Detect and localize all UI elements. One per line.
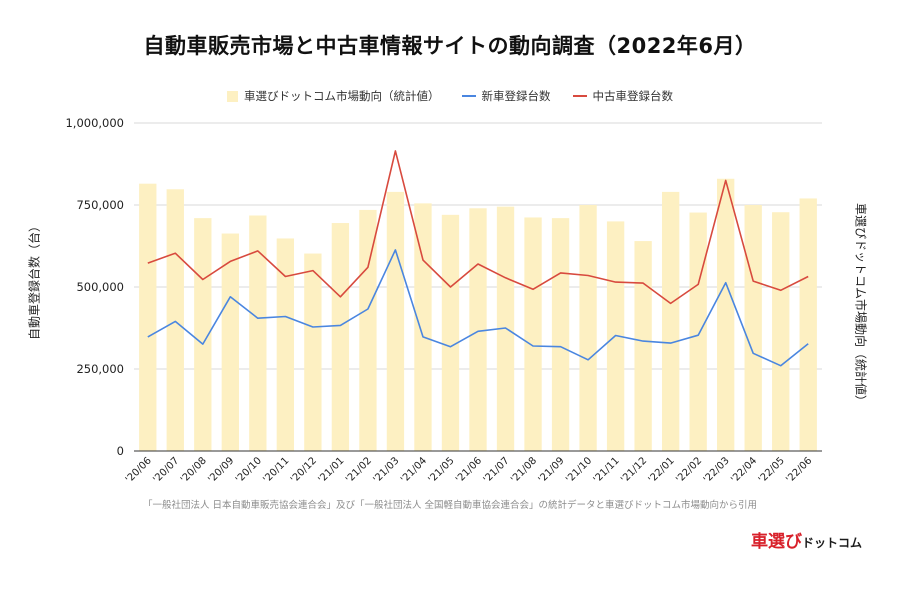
x-tick-label: '21/08 xyxy=(509,455,539,485)
bar xyxy=(717,178,735,451)
x-tick-label: '20/10 xyxy=(234,455,264,485)
series-line xyxy=(147,150,809,305)
x-tick-label: '21/11 xyxy=(592,455,622,485)
bar xyxy=(331,223,350,451)
x-tick-label: '22/04 xyxy=(729,455,759,485)
y-tick-label: 250,000 xyxy=(76,362,124,376)
bar xyxy=(551,218,570,451)
legend-item-used-cars[interactable]: 中古車登録台数 xyxy=(572,88,674,104)
bar xyxy=(799,198,817,451)
series-line xyxy=(147,249,809,367)
bar xyxy=(772,212,790,451)
x-tick-label: '22/03 xyxy=(702,455,732,485)
bar xyxy=(524,217,542,451)
x-tick-label: '20/07 xyxy=(151,455,181,485)
bar xyxy=(634,241,652,451)
x-tick-label: '20/11 xyxy=(261,455,291,485)
y-tick-label: 500,000 xyxy=(76,280,124,294)
legend-label-used-cars: 中古車登録台数 xyxy=(592,89,674,103)
x-tick-label: '21/07 xyxy=(482,455,512,485)
x-tick-label: '21/04 xyxy=(399,455,429,485)
bar xyxy=(469,208,487,451)
bar xyxy=(386,191,405,451)
x-tick-label: '21/06 xyxy=(454,455,484,485)
bar xyxy=(579,205,597,451)
x-tick-label: '21/02 xyxy=(344,455,374,485)
y-tick-label: 0 xyxy=(117,444,124,458)
legend-swatch-market xyxy=(227,90,238,102)
legend-swatch-new-cars xyxy=(461,95,476,97)
brand-logo: 車選びドットコム xyxy=(751,527,862,552)
logo-main-text: 車選び xyxy=(750,532,802,552)
bar xyxy=(661,191,680,451)
y-tick-label: 1,000,000 xyxy=(65,116,124,130)
x-tick-label: '20/12 xyxy=(289,455,319,485)
bar xyxy=(689,212,707,451)
legend-item-new-cars[interactable]: 新車登録台数 xyxy=(461,88,551,104)
logo-sub-text: ドットコム xyxy=(801,536,862,550)
x-tick-label: '22/01 xyxy=(647,455,677,485)
x-tick-label: '20/08 xyxy=(179,455,209,485)
x-tick-label: '20/09 xyxy=(206,455,236,485)
x-tick-label: '21/05 xyxy=(426,455,456,485)
x-tick-label: '21/12 xyxy=(619,455,649,485)
source-note: 「一般社団法人 日本自動車販売協会連合会」及び「一般社団法人 全国軽自動車協会連… xyxy=(142,500,758,511)
chart-title: 自動車販売市場と中古車情報サイトの動向調査（2022年6月） xyxy=(143,34,757,58)
bar xyxy=(166,189,184,452)
x-tick-label: '21/01 xyxy=(316,455,346,485)
x-tick-label: '20/06 xyxy=(124,455,154,485)
bar xyxy=(359,209,377,451)
bar xyxy=(441,214,460,451)
bar xyxy=(414,203,432,451)
legend-label-market: 車選びドットコム市場動向（統計値） xyxy=(244,89,440,103)
x-tick-label: '21/09 xyxy=(537,455,567,485)
bar xyxy=(249,215,267,451)
x-tick-label: '21/10 xyxy=(564,455,594,485)
legend-item-market[interactable]: 車選びドットコム市場動向（統計値） xyxy=(227,88,440,104)
bar xyxy=(744,205,762,451)
bar xyxy=(139,183,157,451)
x-tick-label: '21/03 xyxy=(371,455,401,485)
x-tick-label: '22/02 xyxy=(674,455,704,485)
legend-swatch-used-cars xyxy=(572,95,587,97)
x-tick-label: '22/06 xyxy=(784,455,814,485)
legend-label-new-cars: 新車登録台数 xyxy=(481,89,551,103)
bar xyxy=(304,253,322,451)
x-tick-label: '22/05 xyxy=(757,455,787,485)
bar xyxy=(221,233,239,451)
y-tick-label: 750,000 xyxy=(76,198,124,212)
bar xyxy=(276,238,295,451)
legend: 車選びドットコム市場動向（統計値） 新車登録台数 中古車登録台数 xyxy=(0,88,900,104)
